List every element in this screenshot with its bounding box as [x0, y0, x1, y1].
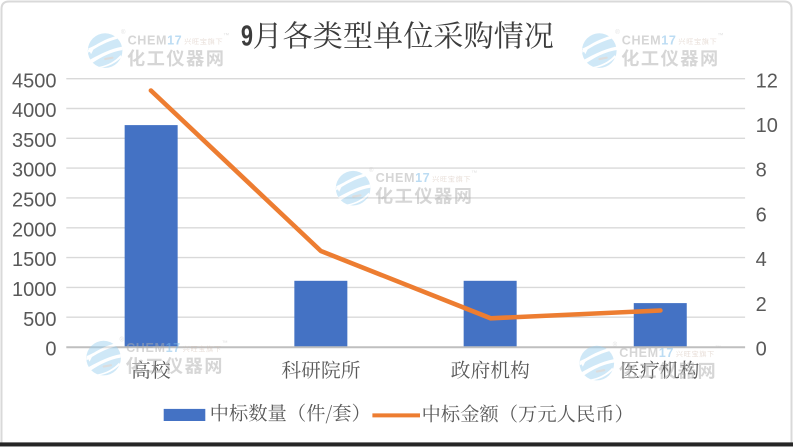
svg-text:®: ® [120, 337, 125, 344]
svg-text:2: 2 [756, 294, 767, 316]
svg-text:1500: 1500 [12, 249, 57, 271]
svg-text:9: 9 [241, 21, 253, 53]
svg-text:™: ™ [715, 345, 721, 352]
svg-text:3500: 3500 [12, 130, 57, 152]
svg-text:®: ® [613, 342, 618, 349]
svg-text:™: ™ [471, 170, 477, 177]
svg-text:4: 4 [756, 249, 767, 271]
svg-text:®: ® [369, 167, 374, 174]
svg-text:12: 12 [756, 70, 778, 92]
svg-text:CHEM17: CHEM17 [128, 34, 183, 48]
svg-text:CHEM17: CHEM17 [126, 341, 181, 355]
svg-text:2000: 2000 [12, 219, 57, 241]
svg-text:™: ™ [223, 32, 229, 39]
svg-text:500: 500 [23, 309, 56, 331]
svg-text:CHEM17: CHEM17 [619, 346, 674, 360]
svg-text:®: ® [615, 29, 620, 36]
svg-text:8: 8 [756, 160, 767, 182]
svg-text:1000: 1000 [12, 279, 57, 301]
svg-text:0: 0 [45, 339, 56, 361]
svg-text:2500: 2500 [12, 190, 57, 212]
svg-text:4500: 4500 [12, 70, 57, 92]
svg-text:CHEM17: CHEM17 [622, 34, 677, 48]
svg-text:™: ™ [718, 32, 724, 39]
svg-text:10: 10 [756, 115, 778, 137]
svg-text:™: ™ [222, 340, 228, 347]
svg-text:3000: 3000 [12, 160, 57, 182]
svg-text:0: 0 [756, 339, 767, 361]
svg-text:4000: 4000 [12, 100, 57, 122]
svg-text:®: ® [121, 29, 126, 36]
svg-text:CHEM17: CHEM17 [376, 171, 431, 185]
svg-text:6: 6 [756, 204, 767, 226]
